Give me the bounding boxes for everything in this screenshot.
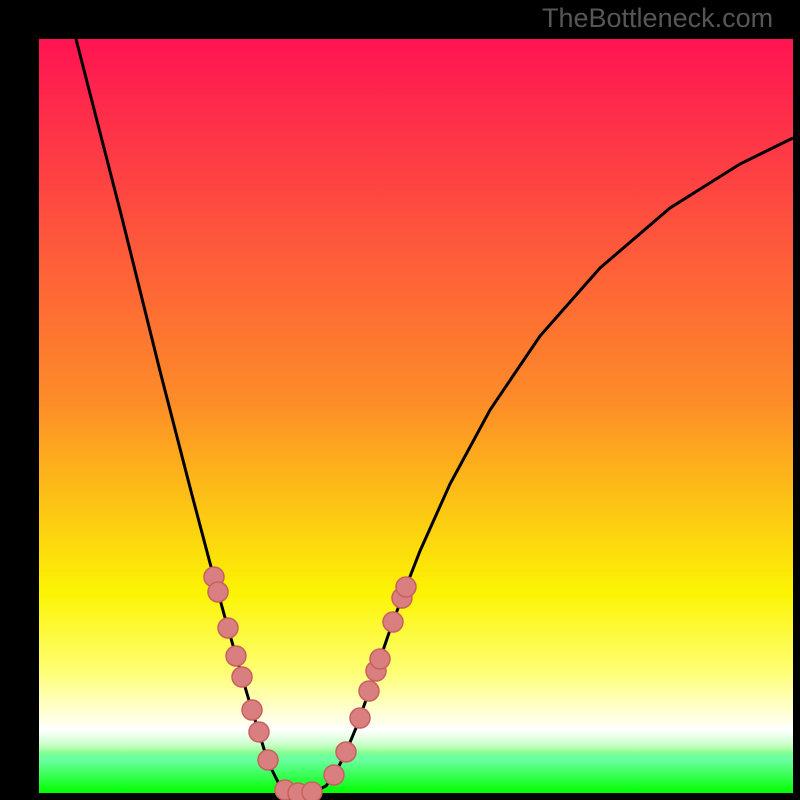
optimal-zone-band bbox=[39, 750, 793, 793]
watermark-text: TheBottleneck.com bbox=[542, 3, 773, 34]
chart-plot-area bbox=[39, 39, 793, 793]
